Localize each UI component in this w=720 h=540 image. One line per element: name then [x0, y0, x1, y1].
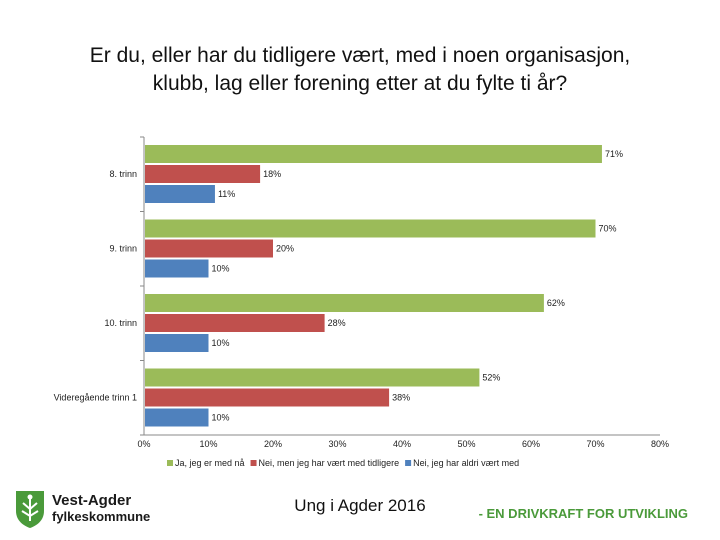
- x-tick-label: 50%: [457, 439, 475, 449]
- x-tick-label: 70%: [586, 439, 604, 449]
- x-tick-label: 80%: [651, 439, 669, 449]
- legend-swatch: [405, 460, 412, 466]
- data-label: 52%: [482, 373, 500, 383]
- logo-name: Vest-Agder: [52, 492, 132, 509]
- x-tick-label: 30%: [328, 439, 346, 449]
- chart-title-line-1: Er du, eller har du tidligere vært, med …: [89, 44, 631, 67]
- bar: [145, 239, 273, 258]
- data-label: 10%: [212, 413, 230, 423]
- footer-caption: Ung i Agder 2016: [294, 496, 426, 515]
- bar: [145, 294, 544, 312]
- data-label: 38%: [392, 393, 410, 403]
- bar: [145, 408, 209, 427]
- legend-swatch: [167, 460, 173, 466]
- tagline: - EN DRIVKRAFT FOR UTVIKLING: [478, 506, 688, 521]
- vest-agder-logo: Vest-Agder fylkeskommune: [14, 489, 150, 529]
- x-tick-label: 0%: [137, 439, 150, 449]
- legend-label: Nei, men jeg har vært med tidligere: [259, 458, 400, 468]
- data-label: 71%: [605, 149, 623, 159]
- legend-label: Ja, jeg er med nå: [175, 458, 245, 468]
- category-label: 9. trinn: [109, 244, 137, 254]
- bar: [145, 219, 596, 238]
- bar: [145, 368, 480, 387]
- data-label: 62%: [547, 298, 565, 308]
- category-label: 8. trinn: [109, 169, 137, 179]
- data-label: 28%: [328, 318, 346, 328]
- bar: [145, 165, 261, 183]
- data-label: 10%: [212, 338, 230, 348]
- x-tick-label: 40%: [393, 439, 411, 449]
- data-label: 11%: [218, 189, 235, 199]
- data-label: 20%: [276, 244, 294, 254]
- logo-subtitle: fylkeskommune: [52, 509, 151, 524]
- legend-swatch: [250, 460, 257, 466]
- x-tick-label: 10%: [199, 439, 217, 449]
- bar: [145, 185, 215, 203]
- category-label: 10. trinn: [104, 318, 137, 328]
- category-label: Videregående trinn 1: [54, 393, 137, 403]
- bar: [145, 259, 209, 278]
- data-label: 18%: [263, 169, 281, 179]
- bar: [145, 334, 209, 352]
- bar: [145, 145, 602, 163]
- legend-label: Nei, jeg har aldri vært med: [413, 458, 519, 468]
- data-label: 70%: [599, 224, 617, 234]
- bar: [145, 388, 390, 407]
- x-tick-label: 20%: [264, 439, 282, 449]
- bar: [145, 314, 325, 332]
- chart-title-line-2: klubb, lag eller forening etter at du fy…: [152, 72, 568, 95]
- x-tick-label: 60%: [522, 439, 540, 449]
- chart-title: Er du, eller har du tidligere vært, med …: [0, 42, 720, 98]
- data-label: 10%: [212, 264, 230, 274]
- crest-icon: [16, 491, 44, 528]
